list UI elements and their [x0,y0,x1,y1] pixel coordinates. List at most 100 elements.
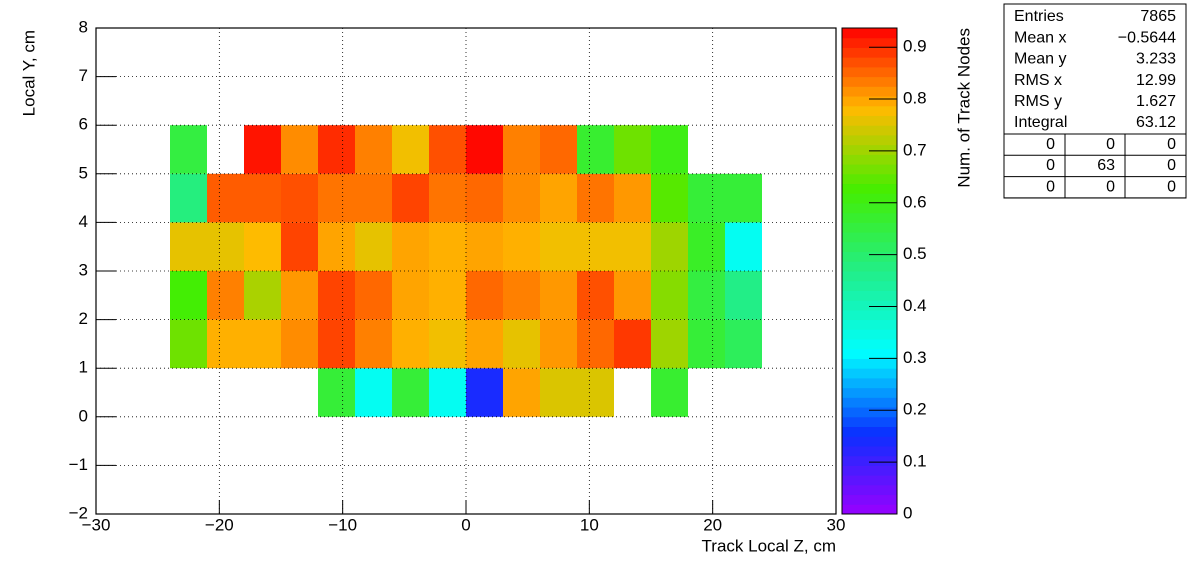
x-tick-label: −30 [82,515,111,534]
color-bar-band [842,251,897,262]
y-tick-label: 1 [79,358,88,377]
heatmap-cell [281,319,318,369]
stats-grid-cell: 0 [1167,157,1176,174]
color-bar-band [842,319,897,330]
color-bar-band [842,212,897,223]
color-bar-band [842,416,897,428]
stats-grid-cell: 0 [1046,157,1055,174]
color-bar-band [842,280,897,291]
heatmap-cell [355,222,392,271]
heatmap-cell [651,368,688,417]
heatmap-cell [466,368,503,417]
color-bar-band [842,465,897,476]
stat-label: RMS y [1014,93,1062,110]
x-tick-label: −10 [328,515,357,534]
heatmap-cell [688,271,725,320]
color-bar-band [842,222,897,233]
color-bar-band [842,202,897,214]
heatmap-cell [244,222,281,271]
color-bar-band [842,76,897,87]
z-tick-label: 0.2 [903,400,927,419]
heatmap-cell [429,173,466,223]
heatmap-cell [577,271,614,320]
heatmap-cell [429,222,466,271]
color-bar-band [842,66,897,78]
stats-grid-cell: 0 [1106,136,1115,153]
heatmap-cell [614,271,651,320]
heatmap-cell [651,173,688,223]
heatmap-cell [540,173,577,223]
y-tick-label: 7 [79,66,88,85]
heatmap-cell [318,125,355,174]
color-bar-band [842,154,897,165]
heatmap-cell [392,125,429,174]
heatmap-cell [170,319,207,369]
color-bar-band [842,28,897,39]
heatmap-cell [355,271,392,320]
heatmap-cell [392,319,429,369]
z-tick-label: 0 [903,503,912,522]
heatmap-cell [503,319,540,369]
color-bar-band [842,309,897,321]
heatmap-cell [503,125,540,174]
stat-value: 12.99 [1136,72,1176,89]
heatmap-cell [466,173,503,223]
heatmap-cell [540,271,577,320]
heatmap-cell [577,222,614,271]
heatmap-cell [725,319,762,369]
stat-label: Mean y [1014,51,1066,68]
color-bar-band [842,144,897,155]
stat-value: 3.233 [1136,51,1176,68]
heatmap-cell [207,319,244,369]
x-tick-label: −20 [205,515,234,534]
x-axis-label: Track Local Z, cm [702,536,836,555]
heatmap-cell [281,222,318,271]
stats-grid-cell: 63 [1097,157,1115,174]
heatmap-cell [318,222,355,271]
heatmap-cell [614,222,651,271]
heatmap-cell [651,319,688,369]
color-bar-band [842,86,897,97]
x-tick-label: 30 [827,515,846,534]
y-tick-label: 4 [79,212,88,231]
color-bar-band [842,290,897,301]
color-bar-band [842,407,897,418]
heatmap-cell [318,368,355,417]
heatmap-cell [651,271,688,320]
heatmap-cell [614,319,651,369]
heatmap-cell [688,319,725,369]
stat-label: Entries [1014,8,1064,25]
heatmap-cell [688,222,725,271]
stat-value: 7865 [1140,8,1176,25]
heatmap-cell [466,271,503,320]
color-bar-band [842,494,897,505]
stats-grid-cell: 0 [1106,178,1115,195]
z-tick-label: 0.9 [903,37,927,56]
heatmap-cell [540,319,577,369]
y-tick-label: 3 [79,260,88,279]
color-bar-band [842,232,897,243]
y-tick-label: 8 [79,17,88,36]
stats-grid-cell: 0 [1046,178,1055,195]
heatmap-cell [318,319,355,369]
heatmap-cell [577,319,614,369]
heatmap-cell [503,368,540,417]
z-axis-label: Num. of Track Nodes [954,28,973,188]
heatmap-cell [355,173,392,223]
stats-box [1003,3,1187,199]
color-bar-band [842,397,897,408]
heatmap-cell [244,319,281,369]
heatmap-cell [651,222,688,271]
heatmap-cell [207,222,244,271]
heatmap-cell [355,125,392,174]
y-tick-label: −1 [69,455,88,474]
stat-value: −0.5644 [1118,29,1176,46]
heatmap-cell [540,125,577,174]
stat-value: 63.12 [1136,114,1176,131]
y-tick-label: 5 [79,163,88,182]
z-tick-label: 0.4 [903,296,927,315]
color-bar-band [842,96,897,107]
heatmap-cell [429,368,466,417]
color-bar-band [842,105,897,116]
color-bar-band [842,300,897,311]
